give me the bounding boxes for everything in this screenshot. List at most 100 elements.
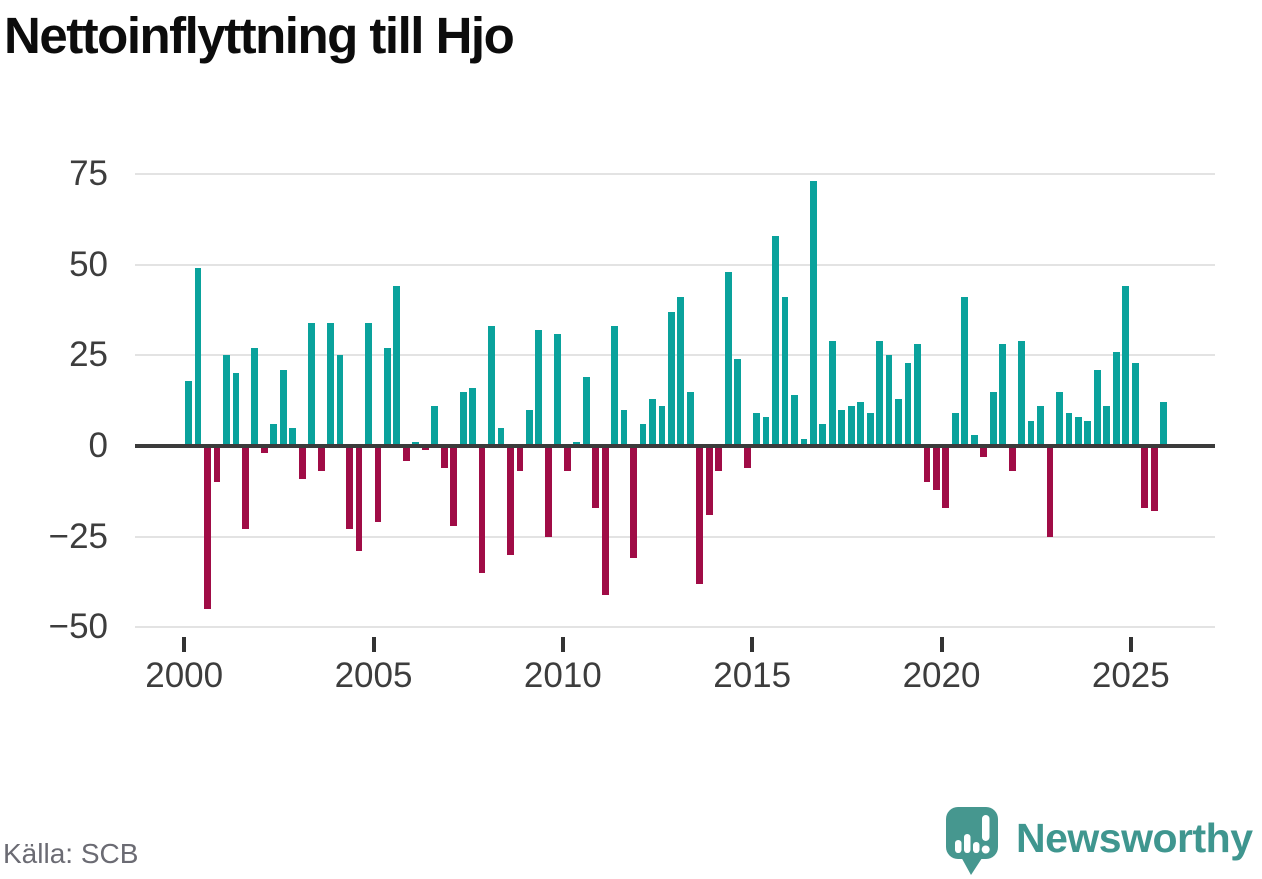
bar-negative [402, 446, 410, 461]
bar-positive [753, 413, 760, 446]
bar-negative [213, 446, 221, 483]
x-axis-tick-mark [1128, 637, 1133, 652]
bar-positive [582, 377, 590, 446]
bar-negative [374, 446, 382, 523]
bar-negative [743, 446, 751, 468]
gridline [135, 626, 1215, 629]
bar-positive [791, 395, 798, 446]
logo-bar-2 [964, 834, 971, 853]
bar-negative [1150, 446, 1158, 512]
bar-negative [507, 446, 514, 555]
newsworthy-bubble-icon [946, 807, 998, 875]
bar-positive [800, 438, 808, 446]
bar-negative [355, 446, 363, 552]
bar-positive [270, 424, 278, 446]
bar-positive [885, 355, 893, 446]
y-axis-tick-label: −25 [48, 516, 108, 556]
bar-positive [677, 297, 685, 446]
gridline [135, 263, 1215, 266]
x-axis-tick-mark [560, 637, 565, 652]
source-caption: Källa: SCB [3, 838, 139, 869]
bar-positive [497, 427, 505, 446]
bar-negative [440, 446, 448, 468]
bar-positive [857, 402, 865, 446]
bar-positive [393, 286, 401, 446]
bar-positive [308, 322, 316, 446]
bar-positive [554, 333, 562, 446]
y-axis-tick-label: −50 [48, 607, 108, 647]
logo-bar-3 [973, 842, 980, 853]
bar-positive [194, 268, 202, 446]
bar-negative [1046, 446, 1054, 537]
bar-positive [847, 406, 855, 446]
bar-positive [327, 322, 334, 446]
x-axis-tick-mark [371, 637, 376, 652]
bar-positive [1027, 420, 1035, 446]
bar-positive [999, 344, 1007, 446]
chart-title: Nettoinflyttning till Hjo [4, 7, 515, 64]
bar-positive [232, 373, 240, 446]
bar-negative [260, 446, 268, 454]
bar-positive [667, 311, 675, 446]
bar-positive [989, 391, 997, 446]
bar-negative [241, 446, 249, 530]
bar-positive [1084, 420, 1092, 446]
bar-positive [639, 424, 647, 446]
bar-positive [1131, 362, 1139, 446]
x-axis-tick-mark [182, 637, 187, 652]
logo-bar-1 [955, 840, 962, 853]
bar-negative [630, 446, 637, 559]
bar-negative [317, 446, 325, 472]
x-axis-tick-label: 2000 [145, 656, 224, 695]
bar-positive [828, 340, 836, 446]
bar-positive [289, 427, 297, 446]
bar-positive [1075, 416, 1082, 446]
bar-negative [298, 446, 306, 479]
bar-negative [1141, 446, 1149, 508]
x-axis-tick-label: 2015 [713, 656, 792, 695]
gridline [135, 354, 1215, 357]
bar-negative [980, 446, 988, 457]
bar-negative [715, 446, 723, 472]
bar-positive [876, 340, 884, 446]
x-axis-tick-label: 2010 [523, 656, 602, 695]
bar-positive [914, 344, 921, 446]
bar-negative [346, 446, 353, 530]
bar-positive [1056, 391, 1063, 446]
bar-positive [819, 424, 827, 446]
x-axis-tick-mark [939, 637, 944, 652]
zero-axis-line [135, 444, 1215, 448]
bar-negative [696, 446, 704, 584]
bar-negative [204, 446, 211, 610]
bar-positive [223, 355, 230, 446]
logo-exclamation-dot [981, 845, 990, 854]
bar-negative [923, 446, 931, 483]
bar-positive [961, 297, 969, 446]
bar-positive [649, 398, 656, 446]
newsworthy-wordmark: Newsworthy [1016, 815, 1253, 861]
bar-positive [1093, 369, 1101, 446]
bar-negative [516, 446, 524, 472]
bar-positive [469, 387, 476, 446]
bar-negative [601, 446, 609, 595]
gridline [135, 535, 1215, 538]
bar-positive [1065, 413, 1073, 446]
bar-negative [563, 446, 571, 472]
bar-negative [1008, 446, 1016, 472]
bar-positive [535, 329, 543, 446]
bar-positive [611, 326, 618, 446]
y-axis-tick-label: 75 [69, 153, 108, 193]
bar-positive [1103, 406, 1111, 446]
bar-positive [336, 355, 344, 446]
logo-exclamation-stem [982, 815, 990, 841]
bar-positive [365, 322, 372, 446]
bar-positive [1018, 340, 1026, 446]
bar-positive [838, 409, 846, 446]
bar-positive [459, 391, 467, 446]
x-axis-tick-label: 2005 [334, 656, 413, 695]
bar-positive [895, 398, 902, 446]
gridline [135, 172, 1215, 175]
bar-positive [185, 380, 192, 446]
bar-positive [772, 235, 779, 446]
